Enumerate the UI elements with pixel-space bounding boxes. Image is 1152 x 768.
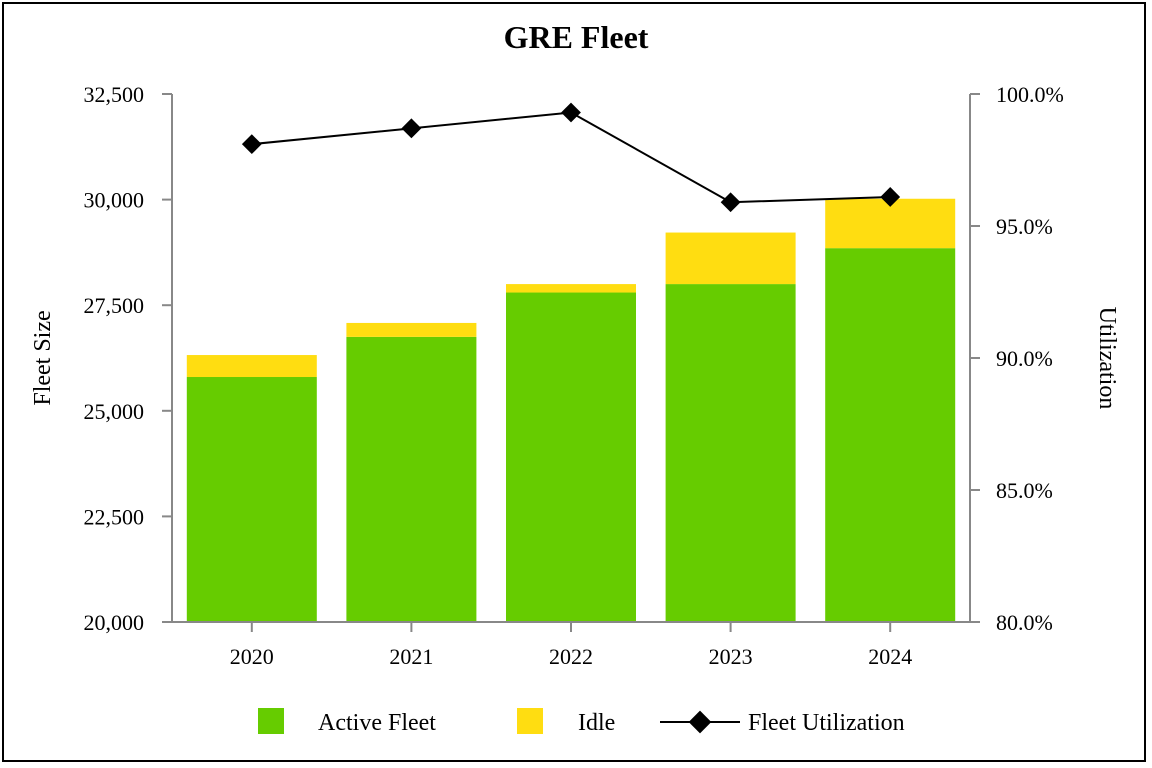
utilization-line	[241, 102, 901, 213]
y-tick-label: 27,500	[84, 293, 145, 318]
x-tick-label: 2022	[549, 644, 593, 669]
y2-tick-label: 80.0%	[996, 610, 1053, 635]
y2-tick-label: 100.0%	[996, 82, 1064, 107]
y-tick-label: 25,000	[84, 399, 145, 424]
legend-swatch-active-fleet	[258, 708, 284, 734]
utilization-marker-2021	[401, 118, 422, 139]
axes: 20,000 22,500 25,000 27,500 30,000 32,500 80.0…	[84, 82, 1064, 669]
bar-idle-2024	[825, 198, 956, 249]
y2-axis-title: Utilization	[1094, 307, 1120, 410]
bar-idle-2022	[506, 284, 636, 293]
bar-active-fleet-2023	[665, 284, 796, 622]
utilization-polyline	[251, 111, 891, 204]
legend-swatch-idle	[517, 708, 543, 734]
bar-active-fleet-2020	[186, 377, 317, 622]
x-tick-label: 2020	[230, 644, 274, 669]
utilization-marker-2020	[241, 134, 262, 155]
bar-active-fleet-2021	[346, 336, 477, 622]
y-tick-label: 32,500	[84, 82, 145, 107]
legend: Active Fleet Idle Fleet Utilization	[258, 708, 905, 736]
x-tick-label: 2024	[868, 644, 912, 669]
chart-title: GRE Fleet	[504, 19, 649, 55]
y-tick-label: 20,000	[84, 610, 145, 635]
y-tick-label: 30,000	[84, 188, 145, 213]
bar-idle-2021	[346, 322, 477, 337]
x-tick-label: 2021	[389, 644, 433, 669]
bar-idle-2023	[665, 232, 796, 285]
bar-idle-2020	[186, 355, 317, 378]
y2-tick-label: 95.0%	[996, 214, 1053, 239]
y2-tick-label: 90.0%	[996, 346, 1053, 371]
legend-marker-utilization	[688, 710, 712, 734]
legend-label-idle: Idle	[578, 710, 615, 736]
y2-tick-label: 85.0%	[996, 478, 1053, 503]
x-tick-label: 2023	[709, 644, 753, 669]
y-axis-title: Fleet Size	[30, 310, 56, 405]
y-tick-label: 22,500	[84, 504, 145, 529]
utilization-marker-2023	[720, 192, 741, 213]
bar-active-fleet-2022	[506, 292, 636, 622]
utilization-marker-2022	[561, 102, 581, 123]
legend-label-utilization: Fleet Utilization	[748, 710, 905, 736]
legend-label-active-fleet: Active Fleet	[318, 710, 436, 736]
bar-active-fleet-2024	[825, 248, 956, 622]
bars	[186, 198, 956, 622]
